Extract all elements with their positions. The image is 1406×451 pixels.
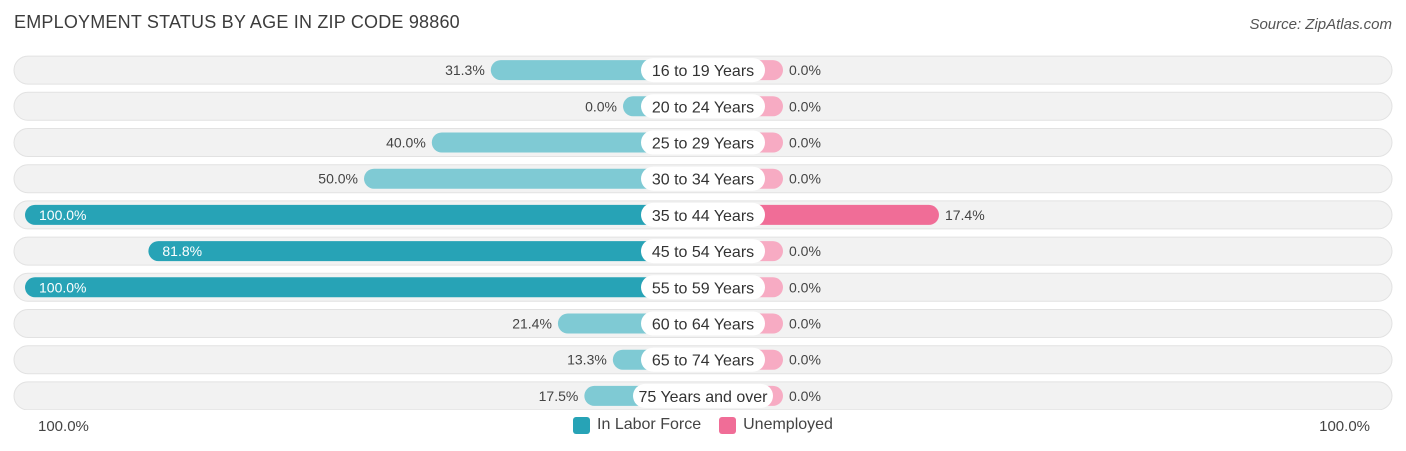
category-label: 35 to 44 Years: [652, 208, 754, 225]
value-label-unemployed: 0.0%: [789, 352, 821, 368]
category-pill: [641, 275, 765, 300]
category-pill: [641, 311, 765, 336]
value-label-unemployed: 0.0%: [789, 171, 821, 187]
bar-in-labor-force: [431, 132, 703, 153]
value-label-in-labor-force: 81.8%: [162, 243, 202, 259]
axis-right-label: 100.0%: [1319, 418, 1370, 435]
category-label: 55 to 59 Years: [652, 280, 754, 297]
value-label-in-labor-force: 31.3%: [445, 62, 485, 78]
value-label-in-labor-force: 0.0%: [585, 98, 617, 114]
legend-swatch-labor: [573, 416, 591, 434]
category-pill: [641, 239, 765, 264]
category-label: 20 to 24 Years: [652, 99, 754, 116]
legend-item-unemployed: Unemployed: [719, 416, 833, 434]
legend-label-unemployed: Unemployed: [743, 416, 833, 433]
value-label-unemployed: 0.0%: [789, 316, 821, 332]
bar-in-labor-force: [25, 277, 703, 298]
value-label-in-labor-force: 40.0%: [386, 135, 426, 151]
value-label-unemployed: 17.4%: [945, 207, 985, 223]
chart-area: 31.3% 0.0% 16 to 19 Years 0.0% 0.0% 20 to 24 …: [13, 55, 1393, 410]
category-pill: [641, 347, 765, 372]
category-label: 25 to 29 Years: [652, 136, 754, 153]
category-pill: [641, 58, 765, 83]
value-label-in-labor-force: 21.4%: [512, 316, 552, 332]
value-label-unemployed: 0.0%: [789, 243, 821, 259]
bar-in-labor-force: [25, 204, 703, 225]
value-label-in-labor-force: 17.5%: [539, 388, 579, 404]
value-label-unemployed: 0.0%: [789, 98, 821, 114]
bar-in-labor-force: [148, 241, 703, 262]
category-label: 45 to 54 Years: [652, 244, 754, 261]
category-pill: [641, 202, 765, 227]
legend-swatch-unemployed: [719, 416, 737, 434]
category-label: 16 to 19 Years: [652, 63, 754, 80]
category-pill: [641, 130, 765, 155]
value-label-in-labor-force: 100.0%: [39, 279, 86, 295]
legend: In Labor Force Unemployed: [0, 416, 1406, 434]
value-label-unemployed: 0.0%: [789, 135, 821, 151]
category-label: 60 to 64 Years: [652, 317, 754, 334]
value-label-in-labor-force: 100.0%: [39, 207, 86, 223]
legend-label-labor: In Labor Force: [597, 416, 702, 433]
category-label: 75 Years and over: [639, 389, 769, 406]
value-label-unemployed: 0.0%: [789, 279, 821, 295]
axis-left-label: 100.0%: [38, 418, 89, 435]
value-label-in-labor-force: 50.0%: [318, 171, 358, 187]
value-label-in-labor-force: 13.3%: [567, 352, 607, 368]
bar-in-labor-force: [364, 168, 703, 189]
source-note: Source: ZipAtlas.com: [1249, 16, 1392, 33]
chart-title: EMPLOYMENT STATUS BY AGE IN ZIP CODE 988…: [14, 12, 460, 32]
value-label-unemployed: 0.0%: [789, 62, 821, 78]
value-label-unemployed: 0.0%: [789, 388, 821, 404]
legend-item-labor: In Labor Force: [573, 416, 701, 434]
category-pill: [633, 383, 773, 408]
category-label: 30 to 34 Years: [652, 172, 754, 189]
category-pill: [641, 166, 765, 191]
category-label: 65 to 74 Years: [652, 353, 754, 370]
category-pill: [641, 94, 765, 119]
